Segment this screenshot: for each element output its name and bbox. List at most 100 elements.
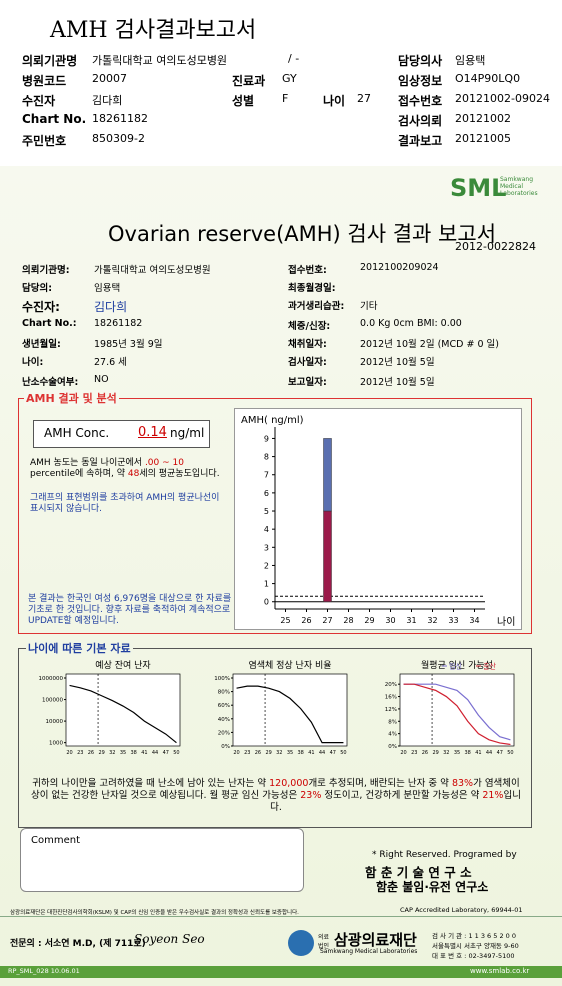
info-value: F [282, 92, 289, 105]
y-tick-label: 8 [264, 453, 269, 462]
plot-area [232, 673, 348, 747]
y-tick-label: 100000 [42, 698, 63, 704]
address: 검 사 기 관 : 1 1 3 6 5 2 0 0 [432, 932, 516, 940]
y-tick-label: 20% [218, 730, 230, 736]
org-icon [288, 930, 314, 956]
x-tick-label: 41 [475, 750, 481, 756]
x-tick-label: 44 [486, 750, 492, 756]
patient-label: 의뢰기관명: [22, 265, 70, 276]
x-tick-label: 29 [432, 750, 438, 756]
x-tick-label: 35 [287, 750, 293, 756]
logo: SML [450, 174, 507, 202]
y-tick-label: 60% [218, 703, 230, 709]
info-label: Chart No. [22, 112, 87, 126]
patient-label: 보고일자: [288, 377, 327, 388]
patient-label: Chart No.: [22, 318, 77, 329]
x-tick-label: 29 [98, 750, 104, 756]
info-value: O14P90LQ0 [455, 72, 521, 85]
comment-label: Comment [31, 835, 80, 846]
patient-label: 난소수술여부: [22, 377, 79, 388]
x-tick-label: 47 [497, 750, 503, 756]
text-segment: 정도이고, 건강하게 분만할 가능성은 약 [321, 790, 483, 801]
x-tick-label: 26 [301, 616, 311, 625]
x-tick-label: 47 [330, 750, 336, 756]
y-tick-label: 8% [388, 719, 397, 725]
x-tick-label: 26 [255, 750, 261, 756]
analysis-text: AMH 농도는 동일 나이군에서 .00 ~ 10 percentile에 속하… [30, 458, 230, 480]
mini-chart: 예상 잔여 난자 1000 10000 100000 1000000 20 23 26 29 32… [39, 659, 181, 756]
bar [323, 438, 332, 512]
chart-title: 예상 잔여 난자 [95, 659, 151, 671]
info-value: 20121005 [455, 132, 511, 145]
y-tick-label: 9 [264, 434, 269, 443]
legend-label: 임신 [449, 662, 462, 671]
patient-label: 과거생리습관: [288, 301, 345, 312]
x-tick-label: 32 [109, 750, 115, 756]
report-title: Ovarian reserve(AMH) 검사 결과 보고서 [108, 222, 497, 246]
x-tick-label: 35 [120, 750, 126, 756]
line [403, 683, 511, 746]
text-segment: 가 염색체이상이 없는 건강한 난자일 것으로 예상됩니다. 월 평균 임신 가… [31, 778, 520, 801]
x-tick-label: 50 [340, 750, 346, 756]
y-tick-label: 16% [385, 695, 397, 701]
signature: Soyeon Seo [134, 932, 205, 946]
patient-label: 최종월경일: [288, 283, 336, 294]
info-label: 담당의사 [398, 54, 443, 68]
credits: * Right Reserved. Programed by [372, 850, 517, 860]
mini-chart: 염색체 정상 난자 비율 0% 20% 40% 60% 80% 100% 20 23 26 29 32… [214, 660, 348, 756]
patient-label: 나이: [22, 357, 44, 368]
y-tick-label: 4 [264, 525, 269, 534]
x-tick-label: 34 [469, 616, 479, 625]
y-tick-label: 1000000 [39, 676, 64, 682]
info-label: 나이 [323, 94, 346, 108]
x-tick-label: 25 [280, 616, 290, 625]
y-tick-label: 100% [214, 676, 230, 682]
y-tick-label: 7 [264, 471, 269, 480]
mini-chart: 월평균 임신 가능성 0% 4% 8% 12% 16% 20% 20 23 26 29 32 35 38 4… [385, 659, 515, 756]
line [236, 685, 344, 744]
y-tick-label: 0% [221, 744, 230, 750]
org-prefix: 의료법인 [318, 934, 330, 950]
x-tick-label: 32 [276, 750, 282, 756]
patient-label: 채취일자: [288, 339, 327, 350]
basic-heading: 나이에 따른 기본 자료 [26, 640, 133, 656]
info-label: 병원코드 [22, 74, 67, 88]
line [69, 684, 177, 744]
analysis-note: 그래프의 표현범위를 초과하여 AMH의 평균나선이 표시되지 않습니다. [30, 493, 220, 514]
x-tick-label: 20 [66, 750, 72, 756]
x-tick-label: 20 [233, 750, 239, 756]
credits: 함춘 불임·유전 연구소 [376, 880, 489, 894]
x-tick-label: 31 [406, 616, 416, 625]
info-value: 가톨릭대학교 여의도성모병원 [92, 54, 228, 67]
text-segment: 48 [127, 469, 140, 479]
x-tick-label: 38 [298, 750, 304, 756]
patient-value: 기타 [360, 301, 378, 312]
info-value: / - [288, 52, 300, 65]
info-value: 20007 [92, 72, 127, 85]
patient-label: 생년월일: [22, 339, 61, 350]
y-tick-label: 3 [264, 543, 269, 552]
info-label: 접수번호 [398, 94, 443, 108]
cap: CAP Accredited Laboratory, 69944-01 [400, 906, 523, 914]
x-tick-label: 50 [173, 750, 179, 756]
x-tick-label: 30 [385, 616, 395, 625]
text-segment: 귀하의 나이만을 고려하였을 때 난소에 남아 있는 난자는 약 [32, 778, 270, 789]
x-tick-label: 28 [343, 616, 353, 625]
x-tick-label: 32 [443, 750, 449, 756]
info-label: 결과보고 [398, 134, 443, 148]
patient-value: 임용택 [94, 283, 121, 294]
info-value: 850309-2 [92, 132, 145, 145]
y-tick-label: 5 [264, 507, 269, 516]
x-tick-label: 44 [152, 750, 158, 756]
patient-value: 1985년 3월 9일 [94, 339, 163, 350]
text-segment: 세의 평균농도입니다. [139, 469, 220, 479]
y-tick-label: 12% [385, 707, 397, 713]
bar [323, 510, 332, 602]
info-value: GY [282, 72, 297, 85]
y-tick-label: 80% [218, 690, 230, 696]
plot-area [65, 673, 181, 747]
patient-value: 가톨릭대학교 여의도성모병원 [94, 265, 211, 276]
divider [0, 916, 562, 917]
